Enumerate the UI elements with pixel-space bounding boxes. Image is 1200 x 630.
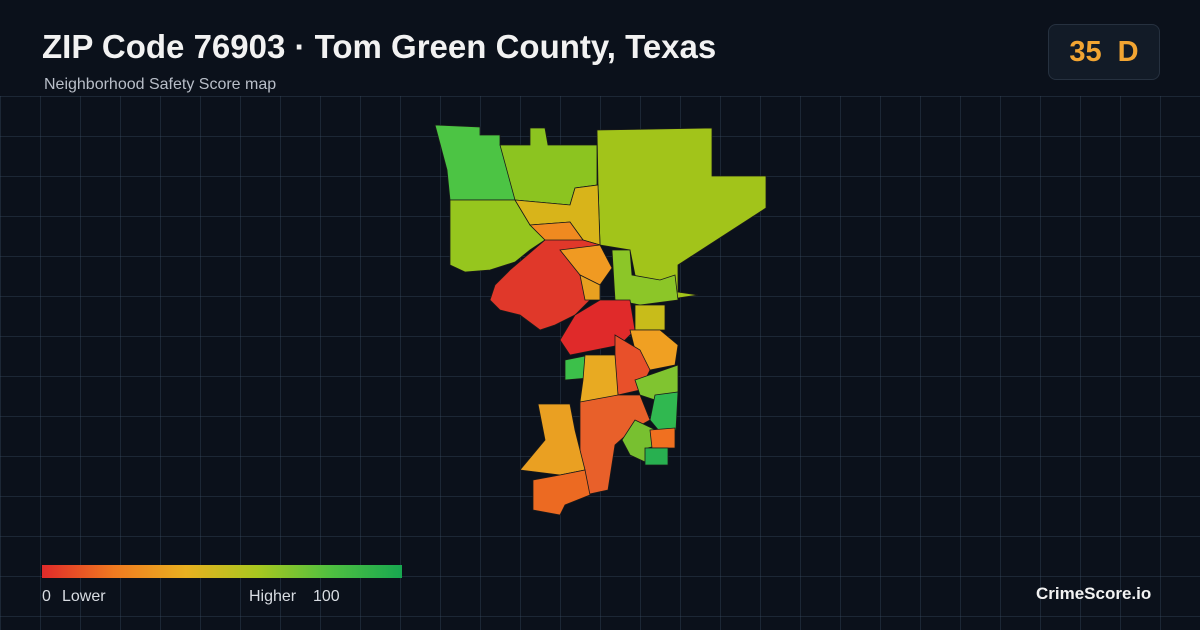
area: [644, 447, 669, 466]
score-badge: 35 D: [1048, 24, 1160, 80]
area: [649, 427, 676, 449]
legend-min-label: Lower: [62, 588, 106, 605]
area: [559, 244, 613, 286]
area: [532, 469, 591, 516]
brand: CrimeScore.io: [1036, 584, 1152, 603]
area: [579, 354, 619, 403]
legend-gradient: [42, 565, 402, 578]
legend-max-label: Higher: [249, 588, 297, 605]
area: [634, 304, 666, 331]
score: 35: [1069, 35, 1102, 68]
area: [434, 124, 516, 201]
legend-max: 100: [313, 588, 340, 605]
area: [596, 127, 767, 301]
area: [649, 391, 679, 433]
grade: D: [1117, 35, 1139, 68]
area: [519, 403, 586, 476]
title: ZIP Code 76903 · Tom Green County, Texas: [42, 28, 717, 65]
subtitle: Neighborhood Safety Score map: [44, 76, 277, 93]
legend-min: 0: [42, 588, 51, 605]
